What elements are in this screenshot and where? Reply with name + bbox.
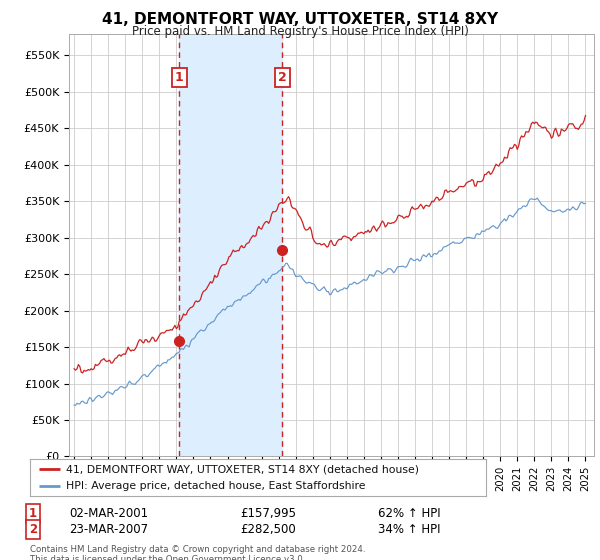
Text: 34% ↑ HPI: 34% ↑ HPI bbox=[378, 523, 440, 536]
Text: 1: 1 bbox=[175, 71, 184, 84]
Text: Price paid vs. HM Land Registry's House Price Index (HPI): Price paid vs. HM Land Registry's House … bbox=[131, 25, 469, 38]
Text: 02-MAR-2001: 02-MAR-2001 bbox=[69, 507, 148, 520]
Bar bbox=[179, 34, 283, 456]
Text: 1: 1 bbox=[29, 507, 37, 520]
Text: 41, DEMONTFORT WAY, UTTOXETER, ST14 8XY: 41, DEMONTFORT WAY, UTTOXETER, ST14 8XY bbox=[102, 12, 498, 27]
Text: 41, DEMONTFORT WAY, UTTOXETER, ST14 8XY (detached house): 41, DEMONTFORT WAY, UTTOXETER, ST14 8XY … bbox=[67, 464, 419, 474]
Text: 2: 2 bbox=[278, 71, 287, 84]
Text: £282,500: £282,500 bbox=[240, 523, 296, 536]
Text: HPI: Average price, detached house, East Staffordshire: HPI: Average price, detached house, East… bbox=[67, 481, 366, 491]
Text: 2: 2 bbox=[29, 523, 37, 536]
Text: Contains HM Land Registry data © Crown copyright and database right 2024.
This d: Contains HM Land Registry data © Crown c… bbox=[30, 545, 365, 560]
Text: £157,995: £157,995 bbox=[240, 507, 296, 520]
Text: 23-MAR-2007: 23-MAR-2007 bbox=[69, 523, 148, 536]
Text: 62% ↑ HPI: 62% ↑ HPI bbox=[378, 507, 440, 520]
